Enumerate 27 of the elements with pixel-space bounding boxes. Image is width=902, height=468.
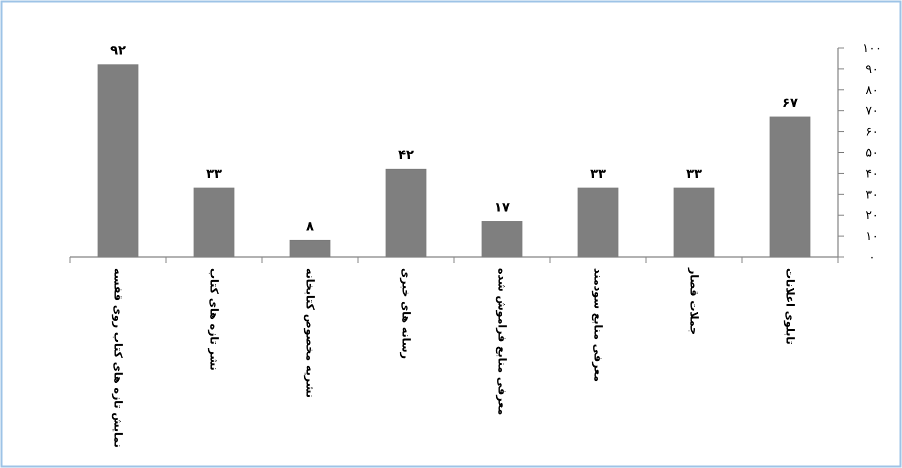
y-tick-label: ۴۰ — [866, 166, 878, 180]
x-tick-label: نمایش تازه های کتاب روی قفسه — [112, 268, 124, 448]
y-tick-label: ۱۰ — [866, 229, 878, 244]
x-tick-label: جملات قصار — [688, 267, 700, 336]
x-tick-label: نشریه مخصوص کتابخانه — [304, 268, 316, 398]
y-tick-label: ۵۰ — [866, 146, 878, 160]
y-tick-label: ۰ — [868, 250, 876, 264]
y-tick-label: ۶۰ — [866, 124, 878, 139]
data-label: ۴۲ — [398, 148, 414, 164]
y-tick-label: ۸۰ — [866, 82, 878, 97]
data-label: ۱۷ — [494, 200, 510, 216]
y-tick-label: ۱۰۰ — [862, 41, 882, 55]
y-tick-label: ۳۰ — [866, 187, 878, 202]
y-tick-label: ۲۰ — [866, 208, 878, 222]
y-tick-label: ۷۰ — [866, 104, 878, 118]
x-tick-label: نشر تازه های کتاب — [208, 268, 220, 371]
x-tick-label: رسانه های خبری — [400, 268, 412, 359]
data-label: ۶۷ — [782, 96, 798, 111]
data-label: ۸ — [306, 219, 314, 234]
data-label: ۳۳ — [686, 167, 702, 182]
x-tick-label: معرفی منابع فراموش شده — [496, 268, 508, 416]
data-label: ۹۲ — [110, 44, 126, 59]
y-tick-label: ۹۰ — [866, 62, 878, 76]
data-label: ۳۳ — [590, 167, 606, 182]
x-tick-label: معرفی منابع سودمند — [592, 268, 604, 382]
data-label: ۳۳ — [206, 167, 222, 182]
x-tick-label: تابلوی اعلانات — [784, 268, 796, 345]
